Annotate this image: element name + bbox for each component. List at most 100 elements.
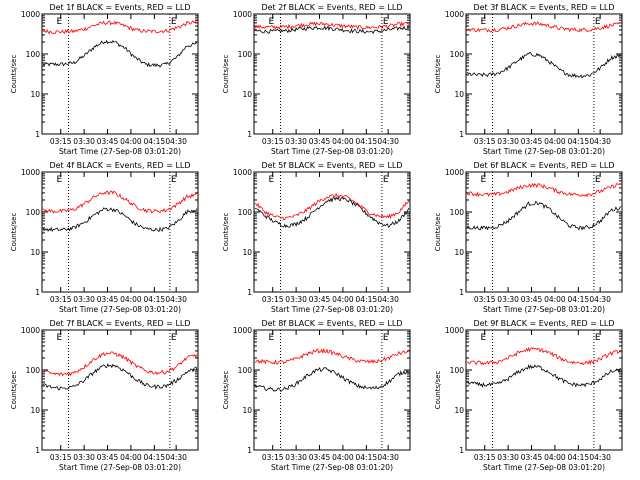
x-tick-label: 03:45: [97, 453, 119, 462]
y-tick-label: 1: [247, 446, 252, 455]
x-tick-label: 04:00: [120, 295, 142, 304]
x-tick-label: 03:15: [474, 295, 496, 304]
y-tick-label: 1000: [233, 10, 252, 19]
y-tick-label: 1: [459, 130, 464, 139]
events-series-line: [42, 207, 198, 233]
x-axis-label: Start Time (27-Sep-08 03:01:20): [271, 305, 393, 314]
x-tick-label: 03:15: [474, 137, 496, 146]
y-tick-label: 1000: [445, 168, 464, 177]
x-tick-label: 04:00: [332, 137, 354, 146]
y-tick-label: 100: [238, 50, 253, 59]
y-tick-label: 10: [30, 406, 40, 415]
lld-series-line: [466, 346, 622, 366]
det-plot-9: Det 9f BLACK = Events, RED = LLD 1 10 100 10…: [434, 319, 623, 472]
x-tick-label: 04:15: [356, 295, 378, 304]
plot-frame: [465, 13, 623, 135]
y-tick-label: 100: [450, 50, 465, 59]
plot-frame: [253, 329, 411, 451]
plot-title: Det 1f BLACK = Events, RED = LLD: [49, 3, 190, 12]
x-tick-label: 04:15: [144, 295, 166, 304]
x-tick-label: 03:30: [285, 453, 307, 462]
y-tick-label: 1000: [445, 326, 464, 335]
plot-title: Det 5f BLACK = Events, RED = LLD: [261, 161, 402, 170]
x-tick-label: 03:15: [262, 453, 284, 462]
y-tick-label: 10: [30, 90, 40, 99]
lld-series-line: [42, 19, 198, 35]
plot-title: Det 6f BLACK = Events, RED = LLD: [473, 161, 614, 170]
plot-title: Det 3f BLACK = Events, RED = LLD: [473, 3, 614, 12]
y-tick-label: 1000: [233, 168, 252, 177]
x-tick-label: 04:30: [377, 453, 399, 462]
time-marker-label: E: [595, 17, 601, 27]
lld-series-line: [466, 182, 622, 198]
lld-series-line: [42, 190, 198, 214]
time-marker-label: E: [595, 175, 601, 185]
x-tick-label: 04:15: [568, 453, 590, 462]
plot-frame: [465, 171, 623, 293]
det-plot-1: Det 1f BLACK = Events, RED = LLD 1 10 100 10…: [10, 3, 199, 156]
time-marker-label: E: [481, 17, 487, 27]
events-series-line: [42, 39, 198, 68]
time-marker-label: E: [171, 17, 177, 27]
y-tick-label: 1000: [445, 10, 464, 19]
y-tick-label: 1000: [21, 10, 40, 19]
x-axis-label: Start Time (27-Sep-08 03:01:20): [483, 463, 605, 472]
x-tick-label: 03:30: [73, 295, 95, 304]
y-axis-label: Counts/sec: [434, 371, 442, 410]
plot-title: Det 8f BLACK = Events, RED = LLD: [261, 319, 402, 328]
y-tick-label: 10: [242, 406, 252, 415]
x-tick-label: 04:15: [144, 453, 166, 462]
y-axis-label: Counts/sec: [222, 55, 230, 94]
time-marker-label: E: [171, 175, 177, 185]
events-series-line: [254, 25, 410, 35]
y-tick-label: 1: [35, 130, 40, 139]
x-tick-label: 03:15: [262, 137, 284, 146]
plot-frame: [253, 171, 411, 293]
x-tick-label: 04:30: [377, 295, 399, 304]
plot-title: Det 2f BLACK = Events, RED = LLD: [261, 3, 402, 12]
det-plot-4: Det 4f BLACK = Events, RED = LLD 1 10 100 10…: [10, 161, 199, 314]
time-marker-label: E: [269, 17, 275, 27]
x-tick-label: 03:30: [285, 137, 307, 146]
det-plot-6: Det 6f BLACK = Events, RED = LLD 1 10 100 10…: [434, 161, 623, 314]
x-tick-label: 03:30: [73, 137, 95, 146]
x-tick-label: 03:45: [521, 137, 543, 146]
x-tick-label: 04:00: [120, 137, 142, 146]
lld-series-line: [466, 21, 622, 33]
lld-series-line: [254, 347, 410, 365]
x-tick-label: 04:00: [544, 295, 566, 304]
y-tick-label: 100: [450, 366, 465, 375]
x-tick-label: 03:30: [497, 295, 519, 304]
time-marker-label: E: [481, 333, 487, 343]
y-tick-label: 1: [459, 446, 464, 455]
y-tick-label: 100: [238, 208, 253, 217]
x-tick-label: 03:45: [309, 295, 331, 304]
x-tick-label: 04:30: [165, 295, 187, 304]
events-series-line: [254, 367, 410, 392]
x-axis-label: Start Time (27-Sep-08 03:01:20): [59, 147, 181, 156]
y-tick-label: 10: [30, 248, 40, 257]
det-plot-5: Det 5f BLACK = Events, RED = LLD 1 10 100 10…: [222, 161, 411, 314]
x-tick-label: 03:15: [262, 295, 284, 304]
plot-frame: [465, 329, 623, 451]
x-tick-label: 04:15: [356, 137, 378, 146]
y-tick-label: 1: [247, 288, 252, 297]
y-tick-label: 100: [238, 366, 253, 375]
y-tick-label: 10: [454, 406, 464, 415]
y-tick-label: 100: [26, 50, 41, 59]
x-tick-label: 04:15: [568, 137, 590, 146]
y-tick-label: 100: [26, 366, 41, 375]
y-tick-label: 10: [242, 248, 252, 257]
lld-series-line: [254, 192, 410, 221]
events-series-line: [466, 200, 622, 231]
time-marker-label: E: [481, 175, 487, 185]
x-tick-label: 03:45: [309, 453, 331, 462]
y-axis-label: Counts/sec: [434, 55, 442, 94]
x-tick-label: 03:45: [97, 295, 119, 304]
x-axis-label: Start Time (27-Sep-08 03:01:20): [59, 305, 181, 314]
y-tick-label: 1000: [21, 168, 40, 177]
y-tick-label: 10: [242, 90, 252, 99]
time-marker-label: E: [57, 175, 63, 185]
y-tick-label: 10: [454, 248, 464, 257]
x-axis-label: Start Time (27-Sep-08 03:01:20): [271, 463, 393, 472]
